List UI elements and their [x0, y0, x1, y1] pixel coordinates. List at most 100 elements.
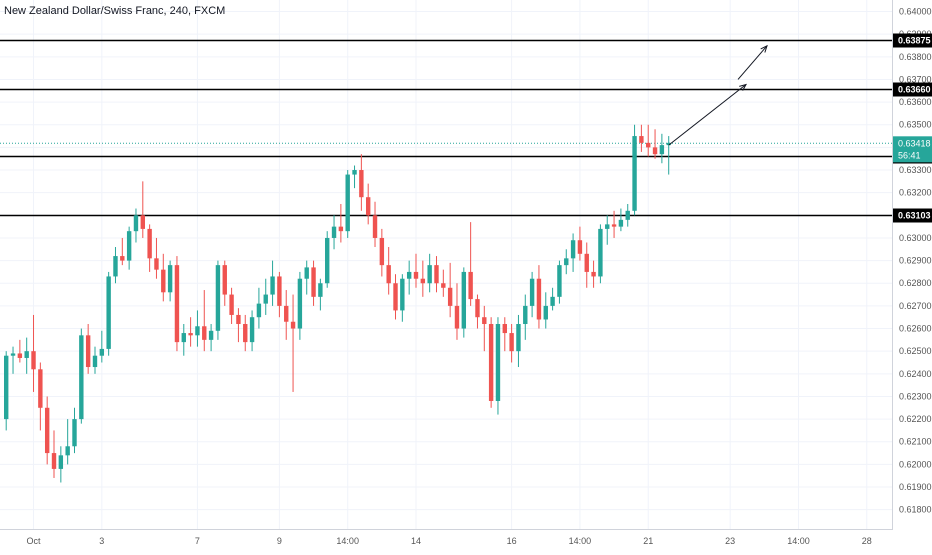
- candle[interactable]: [502, 317, 507, 352]
- candle[interactable]: [256, 287, 262, 329]
- candle[interactable]: [379, 228, 385, 277]
- candle[interactable]: [58, 446, 64, 483]
- candle[interactable]: [133, 208, 139, 243]
- candle[interactable]: [441, 269, 446, 297]
- candle[interactable]: [120, 237, 125, 266]
- candle[interactable]: [195, 310, 200, 347]
- candle[interactable]: [666, 136, 671, 175]
- candle[interactable]: [516, 314, 521, 368]
- candle[interactable]: [147, 224, 152, 272]
- candles[interactable]: [4, 124, 671, 483]
- candle[interactable]: [215, 260, 221, 340]
- candle[interactable]: [400, 274, 405, 322]
- candle[interactable]: [174, 256, 180, 352]
- candle[interactable]: [577, 226, 583, 261]
- candle[interactable]: [475, 294, 480, 329]
- candle[interactable]: [92, 346, 98, 374]
- candle[interactable]: [72, 407, 77, 454]
- candle[interactable]: [31, 314, 36, 392]
- candle[interactable]: [359, 154, 364, 211]
- candle[interactable]: [99, 330, 105, 363]
- candle[interactable]: [461, 267, 467, 338]
- candle[interactable]: [51, 430, 57, 478]
- candle[interactable]: [605, 215, 610, 245]
- candle[interactable]: [338, 203, 344, 243]
- candle[interactable]: [79, 328, 84, 424]
- candle[interactable]: [611, 210, 617, 238]
- candle[interactable]: [85, 324, 91, 374]
- candle[interactable]: [236, 308, 241, 343]
- candle[interactable]: [249, 310, 255, 352]
- candle[interactable]: [468, 222, 473, 306]
- candle[interactable]: [311, 260, 316, 306]
- candle[interactable]: [413, 253, 419, 288]
- time-axis[interactable]: Oct 3 7 9 14:00 14 16 14:00 21 23 14:00 28: [27, 536, 872, 546]
- trend-arrows[interactable]: [668, 44, 768, 146]
- candle[interactable]: [550, 287, 555, 311]
- candle[interactable]: [44, 396, 50, 465]
- candle[interactable]: [557, 260, 562, 304]
- candle[interactable]: [427, 253, 432, 293]
- candle[interactable]: [632, 124, 637, 216]
- candle[interactable]: [625, 203, 630, 227]
- candle[interactable]: [318, 278, 323, 311]
- candle[interactable]: [222, 260, 227, 306]
- candle[interactable]: [482, 305, 487, 352]
- candle[interactable]: [434, 256, 439, 293]
- candle[interactable]: [297, 271, 303, 340]
- candle[interactable]: [543, 292, 548, 329]
- trend-arrow[interactable]: [668, 83, 748, 146]
- candle[interactable]: [372, 201, 378, 248]
- candle[interactable]: [659, 133, 665, 164]
- candle[interactable]: [393, 274, 398, 320]
- candle[interactable]: [447, 262, 453, 318]
- candle[interactable]: [529, 271, 535, 318]
- candle[interactable]: [113, 247, 118, 284]
- candle[interactable]: [208, 324, 214, 352]
- candle[interactable]: [488, 317, 494, 408]
- candle[interactable]: [365, 183, 371, 225]
- candle[interactable]: [277, 271, 282, 318]
- candle[interactable]: [17, 339, 23, 363]
- candle[interactable]: [167, 260, 173, 302]
- candle[interactable]: [523, 294, 528, 340]
- candle[interactable]: [126, 226, 132, 270]
- candle[interactable]: [509, 324, 514, 363]
- candle[interactable]: [406, 260, 412, 295]
- candle[interactable]: [591, 260, 596, 288]
- candle[interactable]: [106, 271, 111, 356]
- candle[interactable]: [331, 215, 337, 250]
- candle[interactable]: [270, 260, 275, 306]
- candle[interactable]: [229, 287, 234, 325]
- candle[interactable]: [652, 129, 658, 159]
- candle[interactable]: [263, 278, 268, 315]
- candle[interactable]: [243, 314, 248, 352]
- candle[interactable]: [495, 317, 501, 415]
- candle[interactable]: [290, 294, 296, 392]
- candle[interactable]: [345, 170, 350, 238]
- trend-arrow[interactable]: [737, 44, 768, 80]
- candle[interactable]: [154, 237, 159, 279]
- candle[interactable]: [420, 260, 426, 297]
- candle[interactable]: [584, 242, 589, 288]
- candle[interactable]: [181, 324, 186, 356]
- candle[interactable]: [564, 249, 569, 275]
- candle[interactable]: [639, 124, 644, 152]
- candle[interactable]: [304, 260, 309, 295]
- candle[interactable]: [24, 337, 29, 374]
- candle[interactable]: [38, 362, 43, 431]
- candle[interactable]: [570, 233, 576, 272]
- candle[interactable]: [646, 124, 651, 157]
- candle[interactable]: [202, 290, 207, 352]
- candle[interactable]: [352, 165, 357, 189]
- candle[interactable]: [536, 265, 542, 329]
- candle[interactable]: [65, 419, 70, 465]
- candle[interactable]: [325, 231, 330, 288]
- candle[interactable]: [188, 317, 193, 347]
- candle[interactable]: [386, 247, 391, 295]
- candle[interactable]: [140, 181, 145, 238]
- candle[interactable]: [10, 346, 16, 374]
- candle[interactable]: [4, 351, 9, 431]
